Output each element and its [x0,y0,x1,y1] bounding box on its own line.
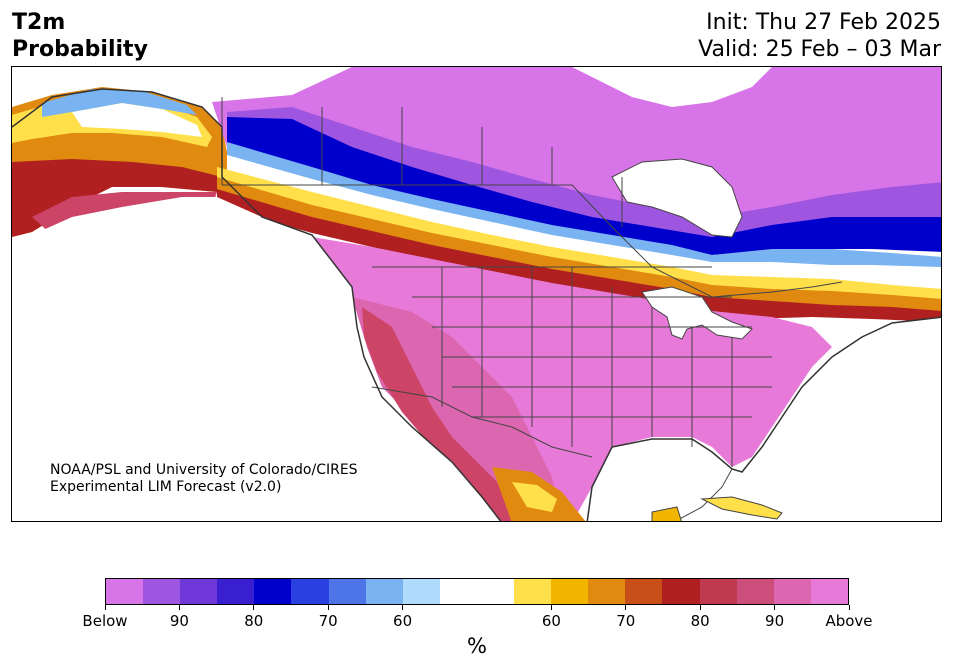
colorbar-swatch-18 [773,579,811,604]
warm-orange-band [217,177,941,312]
map-credit: NOAA/PSL and University of Colorado/CIRE… [50,462,358,496]
init-date: Init: Thu 27 Feb 2025 [706,10,941,35]
us-mexico-border [371,386,593,458]
colorbar-swatch-14 [625,579,663,604]
colorbar-ticks: Below 90 80 70 60 60 70 80 90 Above [0,612,954,632]
forecast-dates: Init: Thu 27 Feb 2025 Valid: 25 Feb – 03… [698,9,941,63]
alaska-red-region [12,159,222,237]
colorbar-tick-label-6: 70 [616,612,636,630]
colorbar-swatch-15 [662,579,700,604]
province-lines [321,107,623,227]
yucatan [651,506,682,521]
probability-map: NOAA/PSL and University of Colorado/CIRE… [11,66,942,522]
colorbar-tick-mark-0 [104,605,106,610]
canada-white-band [227,155,941,287]
colorbar-tick-mark-9 [848,605,850,610]
coastline [12,88,941,521]
colorbar-swatch-5 [291,579,329,604]
colorbar-swatch-19 [810,579,848,604]
colorbar-swatch-4 [254,579,292,604]
map-canvas [12,67,941,521]
colorbar-swatch-13 [588,579,626,604]
colorbar-tick-label-0: Below [82,612,128,630]
colorbar-swatch-9 [439,579,477,604]
colorbar-swatch-0 [106,579,144,604]
colorbar-tick-label-4: 60 [393,612,413,630]
colorbar-tick-label-7: 80 [690,612,710,630]
colorbar-tick-label-5: 60 [541,612,561,630]
chart-title: T2m Probability [12,9,148,63]
colorbar-tick-label-8: 90 [765,612,785,630]
warm-yellow-band [217,167,941,299]
colorbar-swatch-3 [217,579,255,604]
atlantic-ocean [732,317,941,521]
colorbar-swatch-17 [736,579,774,604]
colorbar-swatch-12 [551,579,589,604]
political-borders [221,97,843,467]
colorbar [105,578,849,605]
mexico-yellow-region [512,482,557,512]
colorbar-swatch-1 [143,579,181,604]
colorbar-unit: % [467,634,487,658]
canada-cold-region [212,67,941,242]
colorbar-swatch-16 [699,579,737,604]
credit-line-2: Experimental LIM Forecast (v2.0) [50,479,282,495]
hudson-bay [611,158,743,238]
credit-line-1: NOAA/PSL and University of Colorado/CIRE… [50,462,358,478]
colorbar-swatch-2 [180,579,218,604]
colorbar-tick-mark-7 [699,605,701,610]
colorbar-swatch-6 [328,579,366,604]
pacific-ocean [12,197,501,521]
colorbar-tick-mark-2 [253,605,255,610]
colorbar-tick-label-2: 80 [244,612,264,630]
colorbar-tick-mark-5 [550,605,552,610]
colorbar-tick-mark-4 [402,605,404,610]
colorbar-tick-mark-6 [625,605,627,610]
title-line-1: T2m [12,10,66,35]
title-line-2: Probability [12,37,148,62]
colorbar-tick-mark-8 [774,605,776,610]
colorbar-swatch-10 [476,579,515,604]
arctic-water [572,67,772,107]
colorbar-tick-mark-1 [178,605,180,610]
colorbar-swatch-11 [514,579,552,604]
alaska-blue-band [42,89,197,117]
colorbar-tick-label-9: Above [825,612,873,630]
warm-red-band [217,189,941,322]
valid-range: Valid: 25 Feb – 03 Mar [698,37,941,62]
state-lines [372,266,772,467]
colorbar-tick-label-1: 90 [169,612,189,630]
us-canada-border [222,184,843,298]
cuba [700,496,783,520]
colorbar-swatch-7 [365,579,403,604]
colorbar-tick-mark-3 [327,605,329,610]
colorbar-tick-label-3: 70 [318,612,338,630]
us-west-rose-region [362,307,531,521]
great-lakes [641,286,753,340]
colorbar-swatch-8 [402,579,440,604]
alaska-white-band [72,103,202,137]
